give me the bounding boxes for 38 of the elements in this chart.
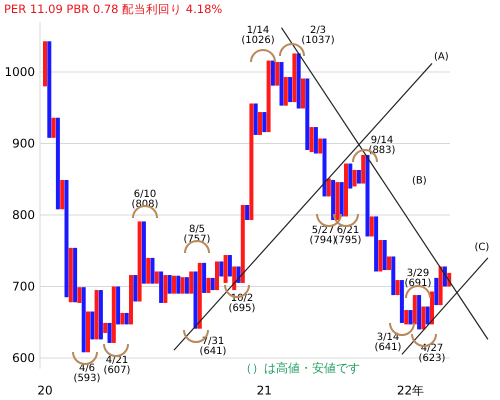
- annotation: 4/6 (593): [74, 363, 101, 384]
- candlestick: [180, 276, 185, 294]
- candlestick: [262, 112, 266, 133]
- series-label: (C): [474, 242, 490, 253]
- candlestick: [352, 169, 357, 187]
- candlestick: [396, 280, 400, 296]
- annotation: 7/31 (641): [200, 336, 227, 357]
- candlestick: [77, 286, 82, 304]
- x-tick-label: 22年: [396, 384, 424, 398]
- candlestick: [370, 216, 374, 237]
- annotation: 1/14 (1026): [241, 25, 275, 46]
- y-tick-label: 700: [12, 279, 35, 294]
- candlestick: [318, 138, 322, 154]
- candlestick: [275, 62, 280, 86]
- candlestick: [326, 178, 331, 197]
- candlestick: [168, 274, 172, 294]
- candlestick: [52, 117, 56, 138]
- annotation: 3/29 (691): [404, 268, 432, 289]
- candlestick: [184, 276, 189, 294]
- candlestick: [421, 306, 426, 330]
- series-label: (A): [434, 51, 449, 62]
- candlestick: [206, 277, 210, 294]
- candlestick: [228, 254, 232, 277]
- annotation: 9/14 (883): [368, 135, 396, 156]
- annotation: （）は高値・安値です: [240, 361, 360, 375]
- chart-title: PER 11.09 PBR 0.78 配当利回り 4.18%: [4, 2, 222, 16]
- x-tick-label: 21: [256, 384, 272, 398]
- candlestick: [219, 260, 224, 277]
- text: (B): [412, 176, 427, 187]
- candlestick: [426, 306, 430, 325]
- y-tick-label: 800: [12, 208, 35, 222]
- candlestick: [245, 205, 250, 220]
- candlestick: [404, 310, 408, 325]
- annotation: 2/3 (1037): [301, 25, 335, 46]
- y-tick-label: 1000: [4, 64, 35, 79]
- y-tick-label: 600: [12, 350, 35, 365]
- x-tick-label: 20: [37, 384, 53, 398]
- y-tick-label: 900: [12, 136, 35, 150]
